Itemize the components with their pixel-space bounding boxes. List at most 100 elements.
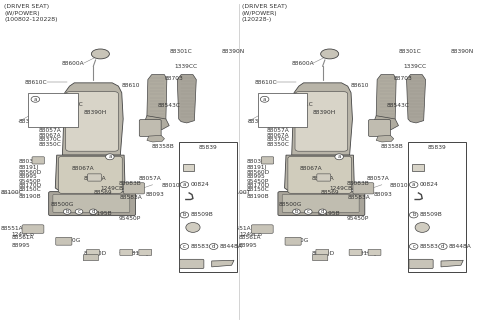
Text: d: d [92,209,95,214]
Text: 88560D: 88560D [19,170,42,175]
Polygon shape [376,135,394,142]
FancyBboxPatch shape [139,120,161,136]
Text: 88190B: 88190B [247,194,269,199]
FancyBboxPatch shape [66,92,119,151]
Text: 88300F: 88300F [19,119,41,124]
FancyBboxPatch shape [120,249,132,255]
Polygon shape [143,116,169,129]
Text: b: b [183,213,186,217]
Text: 1339CC: 1339CC [174,64,197,69]
Text: 88067A: 88067A [39,133,61,138]
FancyBboxPatch shape [312,255,328,261]
Polygon shape [62,83,123,155]
Circle shape [293,209,300,214]
Text: 88610: 88610 [122,83,140,88]
FancyBboxPatch shape [412,164,424,171]
Text: 88170D: 88170D [247,183,270,188]
Text: c: c [183,244,186,249]
FancyBboxPatch shape [278,192,365,215]
Text: b: b [412,213,415,217]
FancyBboxPatch shape [183,164,194,171]
FancyBboxPatch shape [59,156,122,193]
Text: 88448A: 88448A [449,244,472,249]
FancyBboxPatch shape [28,93,78,127]
Circle shape [31,96,40,102]
Text: 88543C: 88543C [157,103,180,108]
Text: 95450P: 95450P [247,179,269,183]
Text: a: a [263,97,266,102]
Text: a: a [108,154,111,159]
Polygon shape [372,116,398,129]
Text: a: a [183,182,186,187]
Text: 88067A: 88067A [72,166,95,171]
Text: d: d [441,244,444,249]
FancyBboxPatch shape [288,156,351,193]
Text: 88301C: 88301C [290,102,313,107]
Text: 88350C: 88350C [266,142,289,147]
Text: a: a [337,154,341,159]
Text: a: a [34,97,37,102]
Polygon shape [376,75,396,122]
Text: 88150C: 88150C [247,187,269,192]
Text: 88083B: 88083B [119,181,141,185]
Text: 1249CB: 1249CB [239,232,262,237]
Text: c: c [307,209,310,214]
Text: 88610C: 88610C [254,80,277,85]
FancyBboxPatch shape [86,249,99,255]
Text: 1249CB: 1249CB [11,232,34,237]
Circle shape [180,244,189,249]
Text: 88190B: 88190B [19,194,41,199]
Polygon shape [285,155,354,195]
FancyBboxPatch shape [316,249,329,255]
Text: 88057A: 88057A [39,128,61,133]
Text: 88703: 88703 [394,77,412,82]
Text: 88561A: 88561A [11,235,34,241]
Text: 88509B: 88509B [191,213,213,217]
Text: 88093: 88093 [373,192,392,197]
Text: 88358B: 88358B [381,145,403,149]
Text: 88100C: 88100C [0,190,24,195]
Ellipse shape [321,49,339,59]
FancyBboxPatch shape [317,174,331,181]
Text: d: d [212,244,216,249]
FancyBboxPatch shape [285,237,301,245]
Text: 88560D: 88560D [312,251,335,256]
Text: 88191J: 88191J [247,165,267,170]
Text: 88995: 88995 [19,174,37,179]
FancyBboxPatch shape [124,183,144,194]
Text: 1339CC: 1339CC [39,124,62,129]
Text: c: c [78,209,81,214]
Polygon shape [441,260,463,267]
Circle shape [180,182,189,188]
Text: 88370C: 88370C [39,137,61,142]
Text: 85839: 85839 [428,145,446,150]
Text: 88191J: 88191J [129,251,149,256]
Circle shape [409,182,418,188]
FancyBboxPatch shape [84,255,98,261]
Text: b: b [65,209,69,214]
Circle shape [260,96,269,102]
Text: 88170D: 88170D [19,183,42,188]
Text: 88500G: 88500G [286,238,309,243]
FancyBboxPatch shape [368,249,381,255]
Bar [408,142,467,272]
Text: 88448A: 88448A [220,244,242,249]
Text: 88301C: 88301C [398,49,421,54]
Text: 88543C: 88543C [386,103,409,108]
Text: 88093: 88093 [145,192,164,197]
FancyBboxPatch shape [53,195,130,212]
Text: 95450P: 95450P [19,179,41,183]
Text: 1339CC: 1339CC [266,124,289,129]
Text: 88390H: 88390H [313,110,336,115]
Circle shape [415,222,429,232]
FancyBboxPatch shape [349,249,362,255]
Text: 88195B: 88195B [318,211,340,216]
Text: 88030L: 88030L [19,159,41,164]
Circle shape [409,244,418,249]
Text: b: b [295,209,298,214]
Circle shape [180,212,189,218]
Text: 88583A: 88583A [347,195,370,200]
Text: 88521A: 88521A [84,176,107,181]
Text: 95450P: 95450P [346,216,369,221]
Circle shape [209,244,218,249]
